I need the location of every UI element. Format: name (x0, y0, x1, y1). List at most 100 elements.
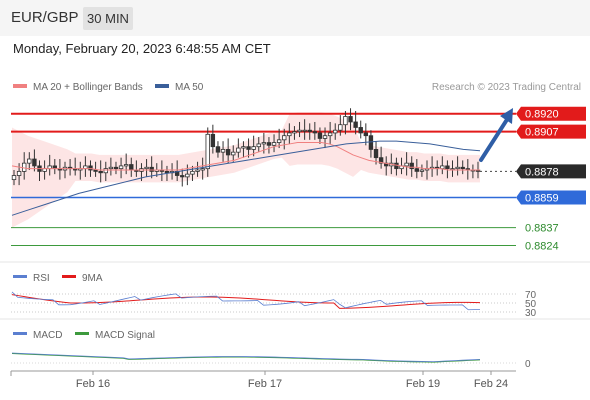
level-label-2: 0.8878 (525, 166, 559, 178)
candle-body (185, 173, 190, 178)
rsi-9ma-line (11, 294, 481, 309)
candle-body (113, 166, 119, 170)
macd-signal-line (11, 353, 481, 363)
candle-body (419, 169, 425, 172)
x-tick-label-0: Feb 16 (76, 378, 110, 390)
rsi-level-70: 70 (525, 290, 537, 301)
rsi-level-50: 50 (525, 299, 537, 310)
candle-body (317, 132, 323, 139)
candle-body (246, 146, 251, 150)
candle-body (266, 142, 272, 146)
candle-body (297, 129, 302, 132)
candle-body (302, 129, 307, 132)
candle-body (88, 165, 93, 171)
level-label-3: 0.8859 (525, 192, 559, 204)
candles-group (11, 108, 481, 187)
candle-body (231, 151, 236, 156)
macd-lines (11, 352, 516, 364)
candle-body (445, 165, 450, 170)
candle-body (312, 131, 318, 134)
macd-line (11, 352, 481, 363)
candle-body (149, 166, 154, 172)
legend-swatch-9ma (62, 275, 76, 278)
symbol-title: EUR/GBP (11, 9, 79, 26)
candle-body (322, 135, 328, 139)
rsi-level-30: 30 (525, 308, 537, 319)
candle-body (220, 149, 226, 153)
candle-body (210, 133, 216, 148)
candle-body (93, 169, 98, 172)
level-tag-0 (516, 106, 586, 121)
chart-datetime: Monday, February 20, 2023 6:48:55 AM CET (13, 41, 271, 56)
candle-body (307, 129, 312, 132)
rsi-line (11, 291, 481, 311)
level-lines (11, 112, 516, 247)
candle-body (282, 135, 287, 141)
candle-body (287, 132, 292, 137)
legend-label-rsi: RSI (33, 273, 50, 284)
level-label-1: 0.8907 (525, 127, 559, 139)
candle-body (363, 132, 369, 137)
candle-body (118, 165, 124, 170)
attribution-text: Research © 2023 Trading Central (432, 82, 581, 93)
candle-body (236, 147, 241, 153)
legend-swatch-rsi (13, 275, 27, 278)
candle-body (348, 116, 353, 123)
candle-body (338, 124, 343, 131)
candle-body (32, 158, 37, 167)
candle-body (460, 166, 465, 170)
candle-body (261, 142, 267, 145)
candle-body (414, 168, 420, 172)
candle-body (327, 132, 333, 137)
candle-body (144, 166, 149, 170)
candle-body (190, 170, 195, 175)
candle-body (195, 169, 200, 172)
candle-body (180, 175, 185, 178)
candle-body (378, 157, 384, 164)
candle-body (215, 146, 221, 153)
top-bar: EUR/GBP 30 MIN (0, 0, 590, 36)
legend-label-9ma: 9MA (82, 273, 103, 284)
macd-zero-label: 0 (525, 359, 531, 370)
candle-body (251, 146, 256, 150)
candle-body (98, 170, 103, 174)
candle-body (21, 162, 27, 172)
candle-body (333, 129, 338, 134)
candle-body (455, 166, 460, 170)
candle-body (450, 168, 455, 171)
candle-body (225, 149, 231, 156)
candle-body (241, 146, 246, 149)
candle-body (205, 133, 210, 170)
rsi-lines (11, 291, 516, 313)
candle-body (256, 143, 261, 148)
legend-label-ma20: MA 20 + Bollinger Bands (33, 82, 143, 93)
candle-body (103, 168, 108, 174)
candle-body (343, 116, 348, 126)
level-label-4: 0.8837 (525, 223, 559, 235)
candle-body (358, 127, 363, 134)
timeframe-button[interactable]: 30 MIN (83, 7, 133, 30)
level-label-0: 0.8920 (525, 109, 559, 121)
x-tick-label-3: Feb 24 (474, 378, 508, 390)
candle-body (368, 135, 374, 150)
candle-body (123, 164, 129, 167)
candle-body (164, 170, 170, 174)
legend-label-ma50: MA 50 (175, 82, 204, 93)
ma50-line (11, 140, 481, 216)
level-tag-2 (516, 164, 586, 179)
legend-label-macd-signal: MACD Signal (95, 330, 155, 341)
candle-body (11, 175, 17, 181)
x-tick-label-1: Feb 17 (248, 378, 282, 390)
level-tag-1 (516, 124, 586, 139)
level-tag-3 (516, 190, 586, 205)
candle-body (353, 121, 358, 128)
x-axis-ticks: Feb 16 Feb 17 Feb 19 Feb 24 (10, 371, 508, 390)
legend-swatch-ma50 (155, 84, 169, 88)
legend-swatch-macd (13, 332, 27, 335)
candle-body (129, 164, 134, 171)
candle-body (373, 149, 379, 159)
candle-body (16, 170, 22, 176)
candle-body (409, 162, 414, 170)
x-tick-label-2: Feb 19 (406, 378, 440, 390)
